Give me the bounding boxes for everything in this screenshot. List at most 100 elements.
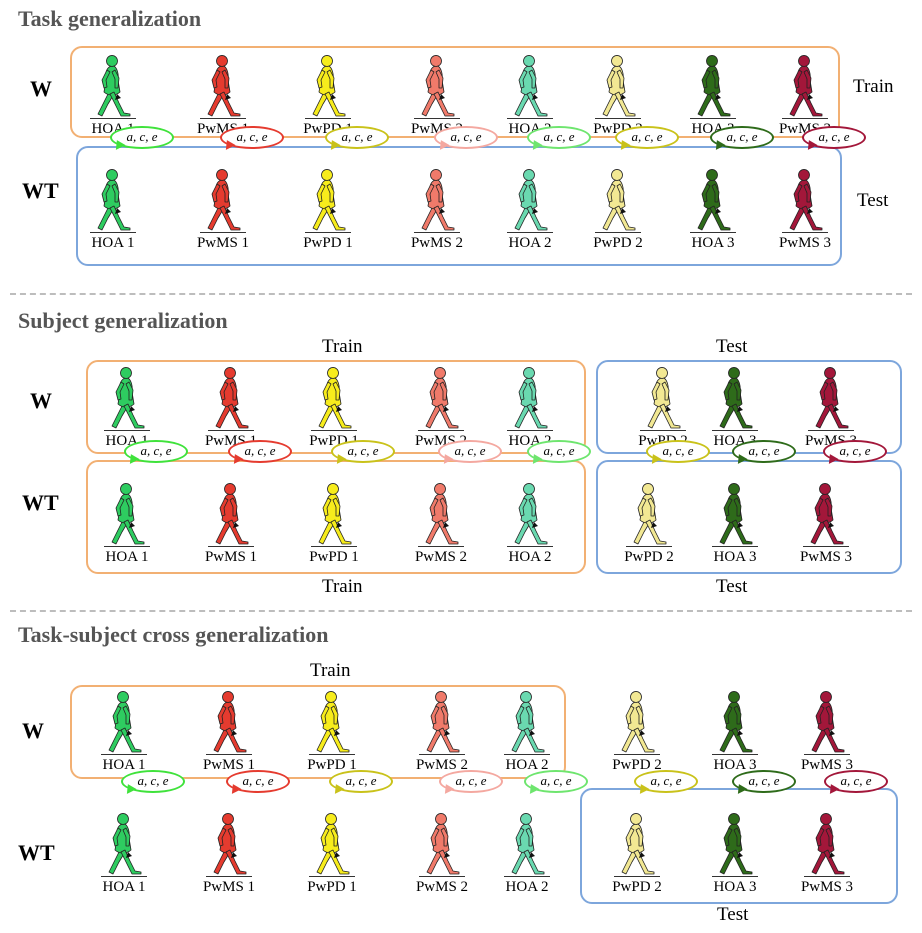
subject-figure: PwMS 2 [396, 366, 486, 486]
ground-line [208, 430, 254, 431]
ground-line [206, 754, 252, 755]
walking-person-icon [316, 691, 350, 753]
subject-figure: PwMS 2 [392, 54, 482, 174]
subject-figure: HOA 3 a, c, e [690, 440, 796, 602]
subject-figure: HOA 2 a, c, e [485, 126, 591, 288]
train-box [86, 460, 586, 574]
walking-person-icon [719, 483, 753, 545]
ground-line [507, 118, 553, 119]
subject-label: HOA 2 [505, 879, 549, 895]
walking-person-icon [511, 813, 545, 875]
test-label: Test [716, 336, 748, 357]
bubble-text: a, c, e [242, 773, 274, 788]
ground-line [419, 876, 465, 877]
ground-line [104, 430, 150, 431]
subject-label: HOA 1 [102, 879, 146, 895]
subject-figure: HOA 2 a, c, e [485, 440, 591, 602]
subject-figure: HOA 3 [690, 690, 780, 810]
speech-bubble: a, c, e [110, 126, 174, 153]
subject-label: HOA 1 [91, 235, 135, 251]
walking-person-icon [815, 367, 849, 429]
subject-figure: PwMS 1 a, c, e [178, 126, 284, 288]
walking-person-icon [421, 55, 455, 117]
ground-line [504, 754, 550, 755]
subject-label: PwMS 3 [800, 757, 854, 773]
subject-label: HOA 3 [691, 235, 735, 251]
subject-label: HOA 2 [508, 235, 552, 251]
walking-person-icon [316, 813, 350, 875]
ground-line [712, 876, 758, 877]
ground-line [808, 430, 854, 431]
subject-figure: PwMS 1 [178, 54, 268, 174]
walking-person-icon [789, 169, 823, 231]
section-title-subject: Subject generalization [18, 308, 228, 333]
subject-label: PwMS 1 [202, 757, 256, 773]
ground-line [712, 546, 758, 547]
speech-bubble: a, c, e [438, 440, 502, 467]
ground-line [504, 876, 550, 877]
walking-person-icon [621, 691, 655, 753]
bubble-text: a, c, e [662, 443, 694, 458]
ground-line [712, 754, 758, 755]
subject-figure: HOA 1 [68, 54, 158, 174]
row-label-wt: WT [22, 178, 59, 203]
walking-person-icon [811, 813, 845, 875]
train-label: Train [322, 576, 363, 597]
train-box [70, 685, 566, 779]
walking-person-icon [426, 691, 460, 753]
bubble-text: a, c, e [726, 129, 758, 144]
section-divider [10, 293, 912, 295]
ground-line [803, 546, 849, 547]
subject-label: HOA 1 [105, 549, 149, 565]
speech-bubble: a, c, e [220, 126, 284, 153]
ground-line [414, 232, 460, 233]
subject-label: PwMS 1 [202, 879, 256, 895]
walking-person-icon [514, 483, 548, 545]
subject-figure: PwMS 1 a, c, e [184, 770, 290, 932]
subject-label: PwMS 1 [204, 549, 258, 565]
subject-figure: PwMS 2 a, c, e [396, 440, 502, 602]
walking-person-icon [207, 169, 241, 231]
subject-figure: PwMS 3 a, c, e [782, 770, 888, 932]
subject-label: PwMS 2 [410, 235, 464, 251]
subject-figure: HOA 1 [79, 690, 169, 810]
ground-line [200, 118, 246, 119]
subject-label: HOA 2 [505, 757, 549, 773]
speech-bubble: a, c, e [331, 440, 395, 467]
subject-label: PwMS 3 [799, 549, 853, 565]
speech-bubble: a, c, e [823, 440, 887, 467]
ground-line [90, 118, 136, 119]
subject-figure: HOA 3 [668, 54, 758, 174]
bubble-text: a, c, e [543, 129, 575, 144]
walking-person-icon [111, 367, 145, 429]
subject-figure: PwMS 3 a, c, e [760, 126, 866, 288]
ground-line [309, 876, 355, 877]
speech-bubble: a, c, e [226, 770, 290, 797]
speech-bubble: a, c, e [527, 126, 591, 153]
subject-label: PwMS 2 [415, 757, 469, 773]
subject-figure: PwPD 2 a, c, e [592, 770, 698, 932]
walking-person-icon [425, 483, 459, 545]
walking-person-icon [318, 367, 352, 429]
test-label: Test [857, 190, 889, 211]
speech-bubble: a, c, e [124, 440, 188, 467]
subject-label: HOA 3 [713, 757, 757, 773]
speech-bubble: a, c, e [228, 440, 292, 467]
bubble-text: a, c, e [244, 443, 276, 458]
speech-bubble: a, c, e [824, 770, 888, 797]
walking-person-icon [215, 483, 249, 545]
subject-figure: HOA 1 a, c, e [79, 770, 185, 932]
walking-person-icon [514, 169, 548, 231]
bubble-text: a, c, e [140, 443, 172, 458]
bubble-text: a, c, e [839, 443, 871, 458]
ground-line [311, 546, 357, 547]
subject-figure: PwMS 2 a, c, e [392, 126, 498, 288]
ground-line [414, 118, 460, 119]
ground-line [712, 430, 758, 431]
subject-figure: PwMS 3 a, c, e [781, 440, 887, 602]
ground-line [309, 754, 355, 755]
subject-label: HOA 3 [713, 879, 757, 895]
walking-person-icon [514, 367, 548, 429]
speech-bubble: a, c, e [434, 126, 498, 153]
subject-figure: PwMS 2 a, c, e [397, 770, 503, 932]
